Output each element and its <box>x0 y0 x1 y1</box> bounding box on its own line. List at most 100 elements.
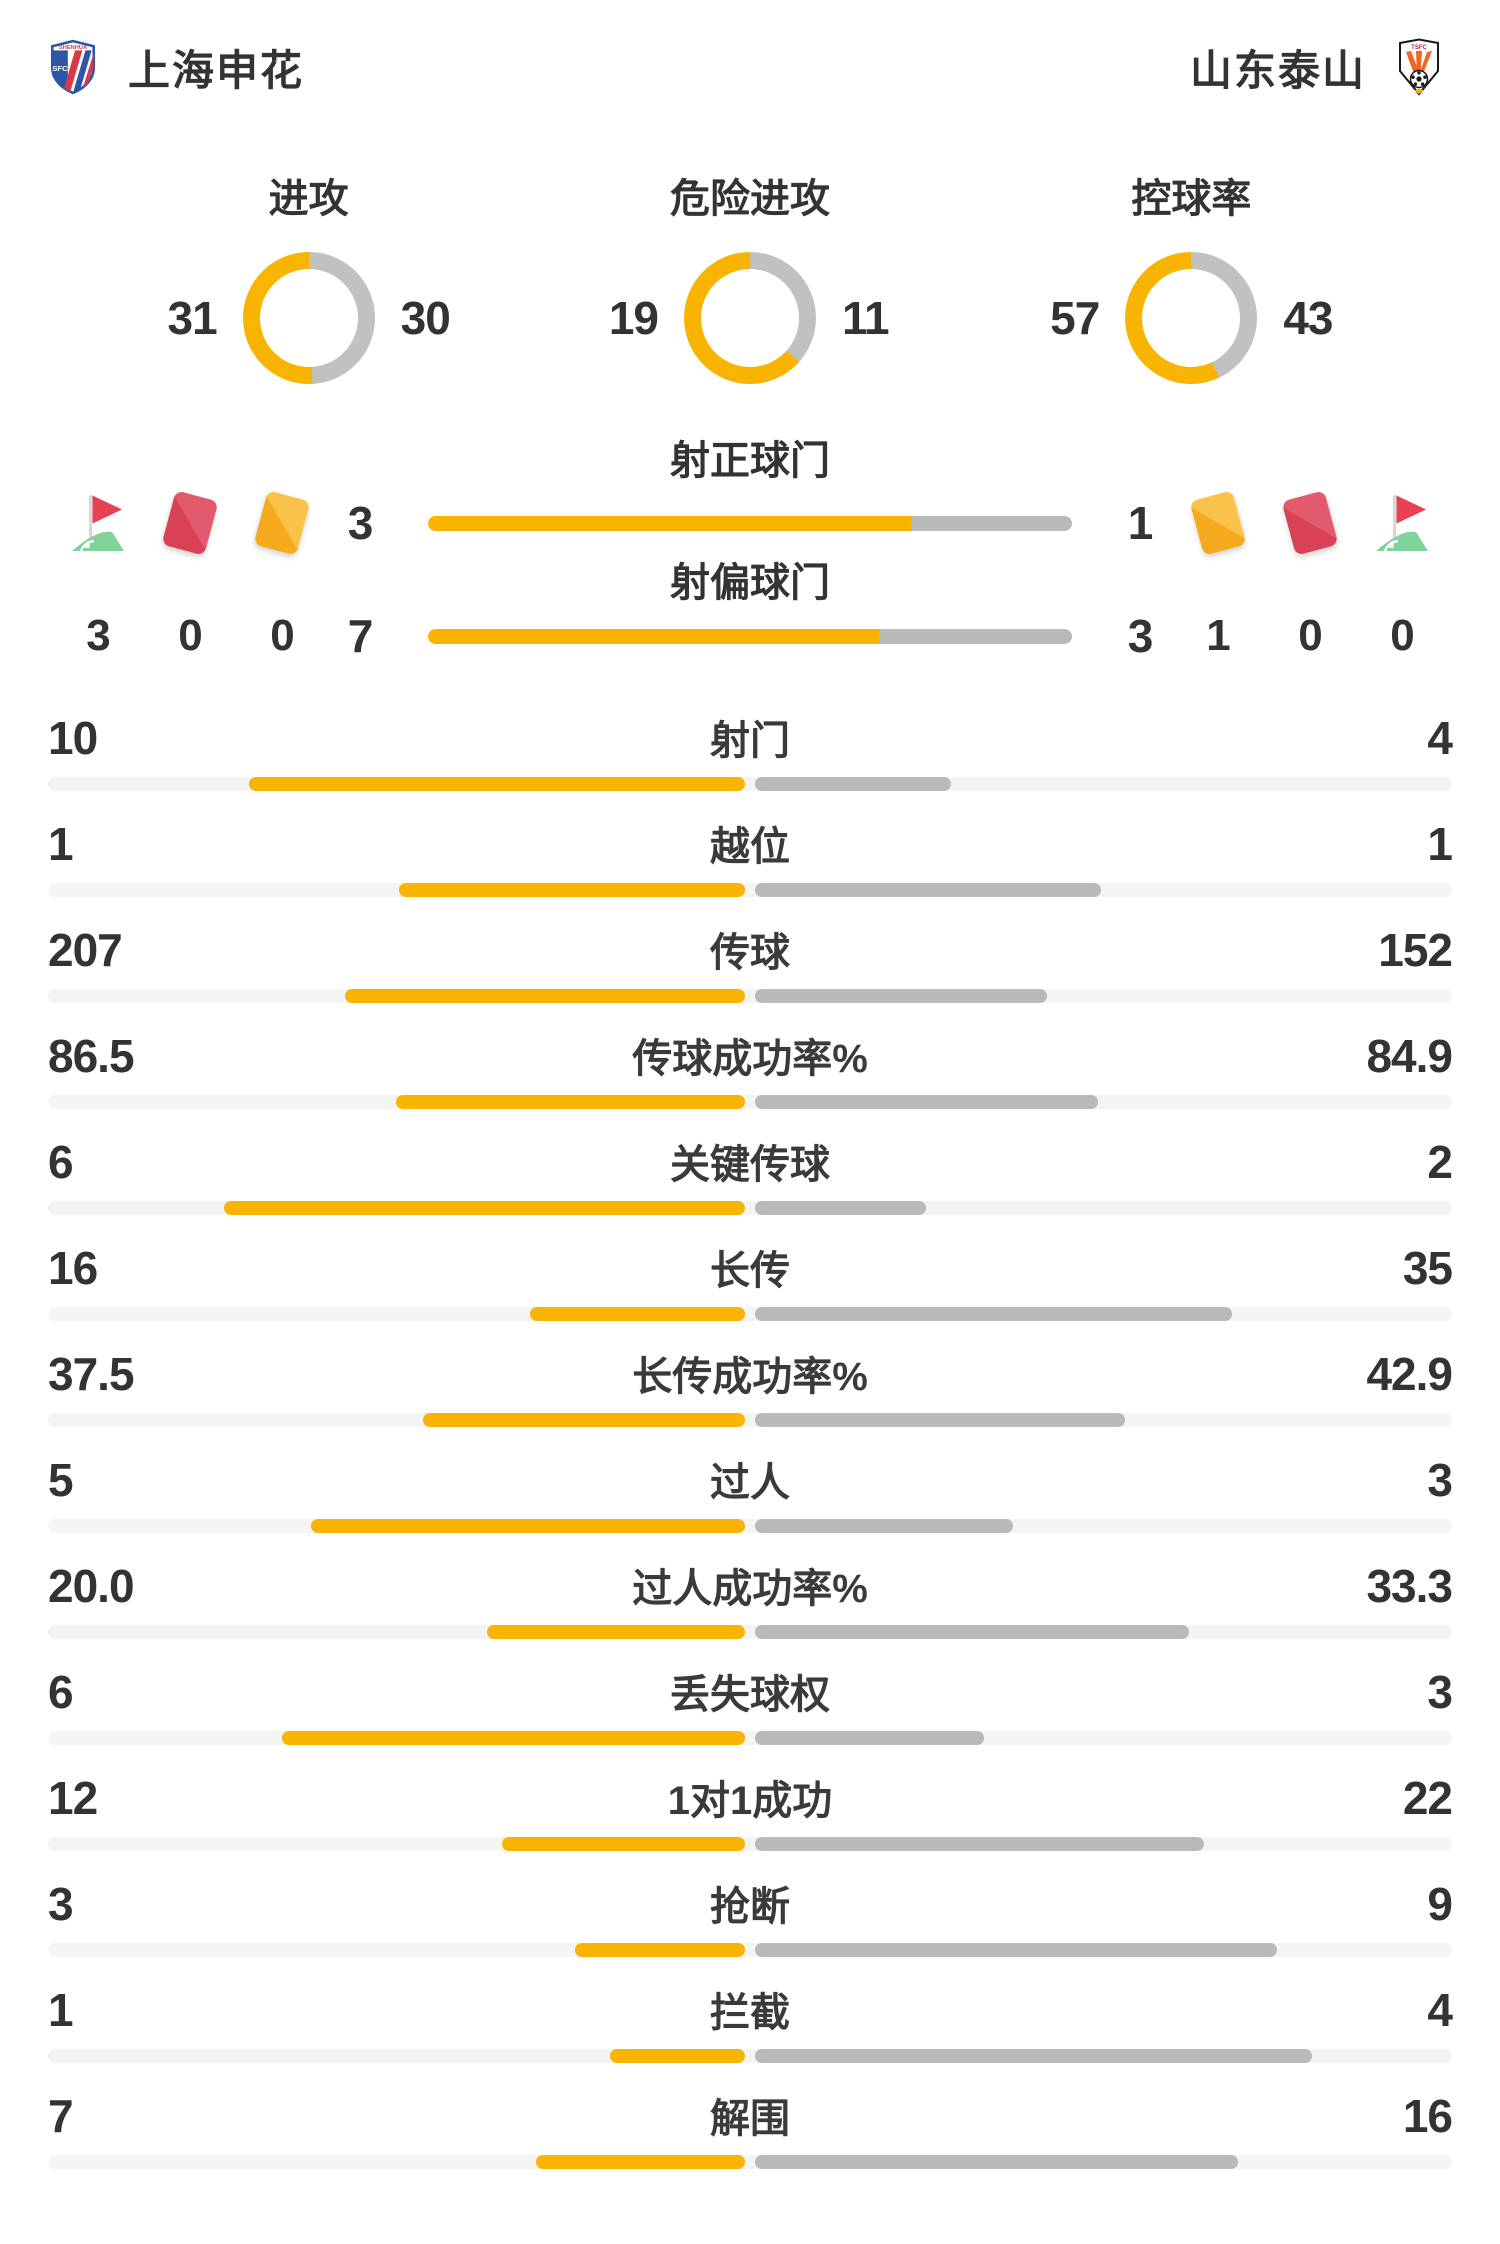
donut-chart <box>683 252 816 384</box>
stat-label: 丢失球权 <box>670 1673 830 1717</box>
svg-text:SHENHUA: SHENHUA <box>59 45 87 51</box>
shots-off-target-away-value: 3 <box>1127 610 1154 662</box>
stat-away-value: 1 <box>1427 818 1453 870</box>
donut-attack: 进攻 31 30 <box>88 174 529 384</box>
away-bar-fill <box>755 1519 1014 1533</box>
shots-on-target-row: 3 1 <box>0 490 1500 556</box>
stat-label: 过人 <box>710 1461 790 1505</box>
stat-bar-track <box>48 2155 1452 2169</box>
stat-away-value: 33.3 <box>1366 1560 1453 1612</box>
home-team: SHENHUA SFC 上海申花 <box>48 37 304 98</box>
stat-home-value: 7 <box>48 2090 74 2142</box>
stat-home-value: 16 <box>48 1242 98 1294</box>
stat-row: 207 传球 152 <box>48 924 1453 1030</box>
stat-bar-track <box>48 1943 1452 1957</box>
stat-row: 10 射门 4 <box>48 712 1453 818</box>
stat-row: 6 丢失球权 3 <box>48 1666 1453 1772</box>
stat-label: 长传 <box>710 1249 790 1293</box>
shots-on-target-title: 射正球门 <box>670 439 830 483</box>
stat-home-value: 3 <box>48 1878 74 1930</box>
home-yellow-cards-value: 0 <box>270 611 294 660</box>
donut-dangerous-attack: 危险进攻 19 11 <box>529 174 970 384</box>
away-bar-fill <box>755 883 1101 897</box>
match-header: SHENHUA SFC 上海申花 山东泰山 TSFC <box>0 0 1500 96</box>
stat-bar-track <box>48 777 1452 791</box>
red-card-icon <box>161 490 219 556</box>
svg-text:SFC: SFC <box>52 64 68 73</box>
stat-row: 1 越位 1 <box>48 818 1453 924</box>
home-red-cards-value: 0 <box>178 611 202 660</box>
svg-text:TSFC: TSFC <box>1411 45 1427 51</box>
home-bar-fill <box>399 883 745 897</box>
away-bar-fill <box>755 1731 984 1745</box>
stat-label: 解围 <box>710 2097 790 2141</box>
home-team-name: 上海申花 <box>128 46 305 94</box>
away-team: 山东泰山 TSFC <box>1190 37 1442 98</box>
stat-away-value: 3 <box>1427 1666 1453 1718</box>
stat-home-value: 37.5 <box>48 1348 135 1400</box>
donut-chart <box>1125 252 1258 384</box>
shots-off-target-title: 射偏球门 <box>670 561 830 605</box>
home-bar-fill <box>282 1731 745 1745</box>
stat-label: 越位 <box>710 825 790 869</box>
stat-row: 6 关键传球 2 <box>48 1136 1453 1242</box>
away-yellow-cards-value: 1 <box>1206 611 1230 660</box>
donut-away-value: 30 <box>400 292 451 344</box>
yellow-card-icon <box>253 490 311 556</box>
away-extras-values: 1 0 0 <box>1190 611 1452 661</box>
away-bar-fill <box>755 1201 926 1215</box>
stat-bar-track <box>48 1413 1452 1427</box>
stat-bar-track <box>48 1307 1452 1321</box>
stat-home-value: 1 <box>48 818 74 870</box>
stat-bar-track <box>48 1519 1452 1533</box>
away-bar-fill <box>755 1413 1125 1427</box>
shots-section: 射正球门 3 1 <box>0 436 1500 664</box>
stat-bar-track <box>48 2049 1452 2063</box>
donut-title: 控球率 <box>1131 177 1252 221</box>
stat-bar-track <box>48 1837 1452 1851</box>
stat-row: 12 1对1成功 22 <box>48 1772 1453 1878</box>
stat-label: 过人成功率% <box>632 1567 868 1611</box>
home-bar-fill <box>486 1625 745 1639</box>
stat-home-value: 86.5 <box>48 1030 135 1082</box>
stat-row: 86.5 传球成功率% 84.9 <box>48 1030 1453 1136</box>
donut-title: 危险进攻 <box>669 177 830 221</box>
away-extras-icons <box>1189 490 1452 556</box>
match-stats-list: 10 射门 4 1 越位 1 207 传球 152 <box>0 712 1500 2196</box>
home-bar-fill <box>529 1307 745 1321</box>
away-bar-fill <box>755 1837 1205 1851</box>
away-bar-fill <box>755 1095 1098 1109</box>
shots-off-target-bar <box>428 628 1072 644</box>
corner-flag-icon <box>70 491 126 555</box>
red-card-icon <box>1281 490 1339 556</box>
home-bar-fill <box>609 2049 745 2063</box>
away-bar-fill <box>911 515 1072 531</box>
donut-home-value: 31 <box>167 292 217 344</box>
stat-home-value: 12 <box>48 1772 98 1824</box>
shots-on-target-away-value: 1 <box>1127 497 1154 549</box>
donut-chart <box>242 252 375 384</box>
away-bar-fill <box>755 2155 1239 2169</box>
stat-home-value: 6 <box>48 1136 74 1188</box>
away-bar-fill <box>878 628 1072 644</box>
stat-row: 16 长传 35 <box>48 1242 1453 1348</box>
stat-label: 射门 <box>710 719 790 763</box>
stat-bar-track <box>48 883 1452 897</box>
away-team-crest-icon: TSFC <box>1396 38 1442 96</box>
home-bar-fill <box>311 1519 745 1533</box>
stat-row: 5 过人 3 <box>48 1454 1453 1560</box>
stat-away-value: 42.9 <box>1366 1348 1453 1400</box>
away-bar-fill <box>755 1307 1232 1321</box>
stat-away-value: 3 <box>1427 1454 1453 1506</box>
stat-away-value: 9 <box>1427 1878 1453 1930</box>
stat-bar-track <box>48 1201 1452 1215</box>
home-extras-icons <box>48 490 311 556</box>
donut-home-value: 19 <box>608 292 659 344</box>
stat-bar-track <box>48 1095 1452 1109</box>
stat-label: 拦截 <box>710 1991 790 2035</box>
stat-home-value: 10 <box>48 712 98 764</box>
shots-on-target-home-value: 3 <box>347 497 374 549</box>
away-bar-fill <box>755 2049 1312 2063</box>
stat-row: 37.5 长传成功率% 42.9 <box>48 1348 1453 1454</box>
away-bar-fill <box>755 777 951 791</box>
